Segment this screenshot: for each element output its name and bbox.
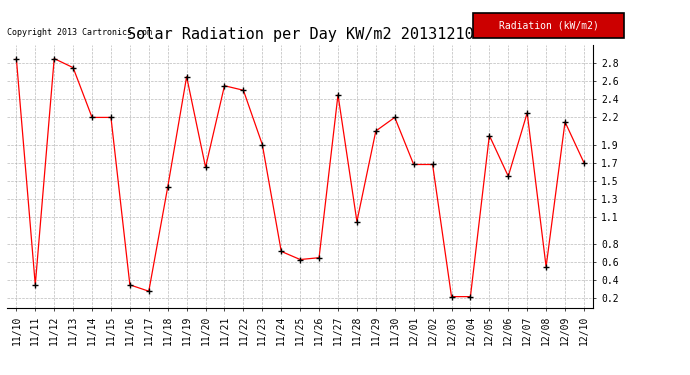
Text: Copyright 2013 Cartronics.com: Copyright 2013 Cartronics.com [7,28,152,37]
Text: Radiation (kW/m2): Radiation (kW/m2) [499,20,598,30]
Title: Solar Radiation per Day KW/m2 20131210: Solar Radiation per Day KW/m2 20131210 [127,27,473,42]
